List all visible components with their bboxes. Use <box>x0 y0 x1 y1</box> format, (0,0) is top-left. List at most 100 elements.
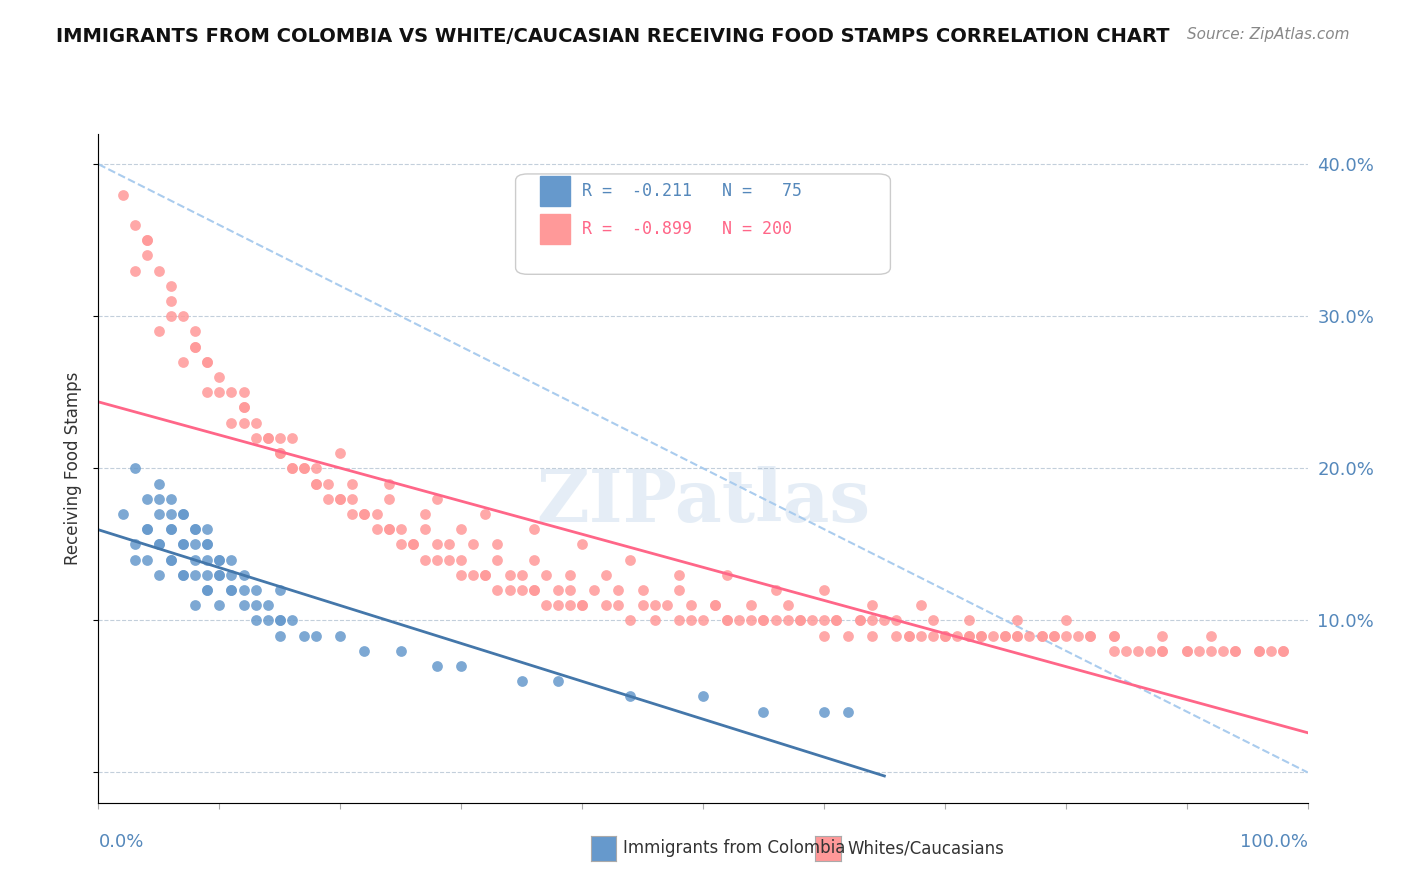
Point <box>486 552 509 566</box>
Point <box>1078 628 1101 642</box>
Point <box>1102 628 1125 642</box>
Point <box>135 248 157 262</box>
Point <box>195 537 218 551</box>
Point <box>595 567 617 582</box>
Point <box>547 598 569 612</box>
Point <box>921 628 943 642</box>
Point <box>716 613 738 627</box>
Point <box>510 674 533 689</box>
Point <box>813 582 835 597</box>
Point <box>232 567 254 582</box>
Text: Immigrants from Colombia: Immigrants from Colombia <box>623 839 845 857</box>
Point <box>305 476 328 491</box>
Text: 100.0%: 100.0% <box>1240 833 1308 851</box>
Point <box>910 598 932 612</box>
Point <box>1078 628 1101 642</box>
Point <box>957 628 980 642</box>
Text: Whites/Caucasians: Whites/Caucasians <box>848 839 1005 857</box>
Point <box>752 613 775 627</box>
Point <box>305 628 328 642</box>
Point <box>184 522 207 536</box>
Point <box>232 401 254 415</box>
FancyBboxPatch shape <box>516 174 890 275</box>
Point <box>957 628 980 642</box>
Point <box>1115 644 1137 658</box>
Point <box>1249 644 1271 658</box>
Point <box>813 613 835 627</box>
Point <box>1128 644 1150 658</box>
Point <box>981 628 1004 642</box>
Point <box>221 567 243 582</box>
Point <box>1152 628 1174 642</box>
Point <box>208 567 231 582</box>
Point <box>716 613 738 627</box>
Point <box>256 613 278 627</box>
Point <box>1042 628 1064 642</box>
Text: R =  -0.211   N =   75: R = -0.211 N = 75 <box>582 182 801 200</box>
Point <box>329 628 352 642</box>
Point <box>389 522 412 536</box>
Point <box>547 582 569 597</box>
Point <box>172 567 194 582</box>
Point <box>269 446 291 460</box>
Point <box>655 598 678 612</box>
Point <box>245 416 267 430</box>
Point <box>366 522 388 536</box>
Y-axis label: Receiving Food Stamps: Receiving Food Stamps <box>65 372 83 565</box>
Point <box>752 613 775 627</box>
Point <box>269 431 291 445</box>
Text: R =  -0.899   N = 200: R = -0.899 N = 200 <box>582 219 792 238</box>
Point <box>316 491 339 506</box>
Point <box>195 582 218 597</box>
Point <box>740 598 762 612</box>
Point <box>450 659 472 673</box>
Point <box>124 461 146 475</box>
Point <box>1272 644 1295 658</box>
Point <box>402 537 425 551</box>
Point <box>1175 644 1198 658</box>
Point <box>1175 644 1198 658</box>
Point <box>644 613 666 627</box>
Point <box>305 461 328 475</box>
Point <box>1272 644 1295 658</box>
Point <box>148 507 170 521</box>
Point <box>607 582 630 597</box>
Point <box>195 537 218 551</box>
Point <box>135 522 157 536</box>
Point <box>644 598 666 612</box>
Point <box>825 613 848 627</box>
Point <box>413 507 436 521</box>
Point <box>232 401 254 415</box>
Point <box>1102 644 1125 658</box>
Point <box>849 613 872 627</box>
Point <box>148 537 170 551</box>
Point <box>195 355 218 369</box>
Point <box>970 628 993 642</box>
Point <box>510 582 533 597</box>
Point <box>184 598 207 612</box>
Point <box>184 340 207 354</box>
Point <box>160 491 183 506</box>
Point <box>305 476 328 491</box>
Point <box>957 613 980 627</box>
Point <box>740 613 762 627</box>
Point <box>873 613 896 627</box>
Point <box>426 491 449 506</box>
Point <box>1102 628 1125 642</box>
Point <box>292 461 315 475</box>
Point <box>474 567 496 582</box>
Point <box>221 552 243 566</box>
Point <box>631 598 654 612</box>
Point <box>1223 644 1246 658</box>
Point <box>849 613 872 627</box>
Point <box>1260 644 1282 658</box>
Point <box>184 522 207 536</box>
Point <box>160 507 183 521</box>
Point <box>353 507 375 521</box>
Bar <box>540 176 569 206</box>
Point <box>450 522 472 536</box>
Point <box>800 613 823 627</box>
Point <box>523 582 546 597</box>
Point <box>776 598 799 612</box>
Point <box>172 537 194 551</box>
